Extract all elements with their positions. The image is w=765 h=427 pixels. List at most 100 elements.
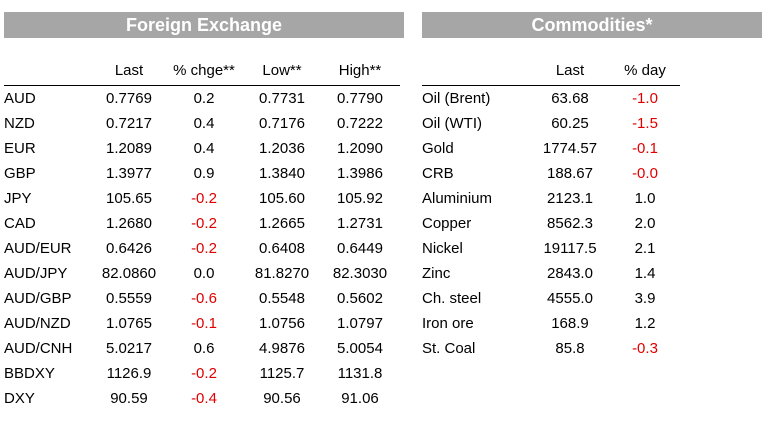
commodities-cell-name: St. Coal (422, 340, 476, 357)
table-row: NZD 0.7217 0.4 0.7176 0.7222 (4, 111, 400, 136)
fx-cell-name: AUD (4, 90, 36, 107)
commodities-cell-day: -0.3 (632, 340, 658, 357)
fx-cell-low: 0.7731 (259, 90, 305, 107)
fx-cell-high: 1.3986 (337, 165, 383, 182)
fx-cell-low: 4.9876 (259, 340, 305, 357)
fx-cell-high: 0.7790 (337, 90, 383, 107)
table-row: Oil (Brent) 63.68 -1.0 (422, 86, 680, 112)
fx-cell-low: 1.2036 (259, 140, 305, 157)
fx-cell-last: 0.7217 (106, 115, 152, 132)
commodities-panel: Commodities* Last % day Oil (Brent) 63.68… (422, 12, 762, 357)
fx-cell-last: 0.7769 (106, 90, 152, 107)
table-row: AUD 0.7769 0.2 0.7731 0.7790 (4, 86, 400, 112)
fx-cell-last: 90.59 (110, 390, 148, 407)
table-row: Nickel 19117.5 2.1 (422, 236, 680, 261)
commodities-cell-day: -1.5 (632, 115, 658, 132)
fx-cell-high: 105.92 (337, 190, 383, 207)
fx-cell-name: AUD/EUR (4, 240, 72, 257)
commodities-cell-day: 1.2 (634, 315, 656, 332)
fx-cell-low: 105.60 (259, 190, 305, 207)
fx-cell-low: 1.3840 (259, 165, 305, 182)
commodities-cell-last: 168.9 (551, 315, 589, 332)
fx-cell-chg: -0.2 (191, 365, 217, 382)
fx-cell-last: 82.0860 (101, 265, 157, 282)
commodities-cell-last: 85.8 (555, 340, 585, 357)
commodities-cell-last: 188.67 (547, 165, 593, 182)
commodities-cell-last: 2123.1 (547, 190, 593, 207)
fx-cell-last: 0.6426 (106, 240, 152, 257)
table-row: AUD/GBP 0.5559 -0.6 0.5548 0.5602 (4, 286, 400, 311)
table-row: CRB 188.67 -0.0 (422, 161, 680, 186)
fx-cell-high: 0.6449 (337, 240, 383, 257)
commodities-header-row: Last % day (422, 62, 680, 86)
fx-cell-name: GBP (4, 165, 36, 182)
fx-cell-chg: -0.6 (191, 290, 217, 307)
commodities-cell-name: Oil (WTI) (422, 115, 482, 132)
fx-cell-chg: -0.4 (191, 390, 217, 407)
commodities-cell-day: 2.1 (634, 240, 656, 257)
fx-cell-high: 1131.8 (337, 365, 383, 382)
fx-cell-low: 1125.7 (259, 365, 305, 382)
fx-cell-name: CAD (4, 215, 36, 232)
fx-cell-name: EUR (4, 140, 36, 157)
fx-cell-chg: 0.6 (193, 340, 215, 357)
table-row: DXY 90.59 -0.4 90.56 91.06 (4, 386, 400, 411)
table-row: Gold 1774.57 -0.1 (422, 136, 680, 161)
fx-cell-last: 1.2089 (106, 140, 152, 157)
fx-cell-last: 1126.9 (106, 365, 152, 382)
commodities-cell-last: 19117.5 (543, 240, 597, 257)
commodities-cell-day: 3.9 (634, 290, 656, 307)
fx-cell-last: 105.65 (106, 190, 152, 207)
commodities-header-day: % day (610, 62, 680, 86)
commodities-table: Last % day Oil (Brent) 63.68 -1.0 Oil (WTI)… (422, 62, 680, 361)
fx-header-low: Low** (244, 62, 320, 86)
fx-cell-low: 0.7176 (259, 115, 305, 132)
fx-cell-last: 5.0217 (106, 340, 152, 357)
table-row: BBDXY 1126.9 -0.2 1125.7 1131.8 (4, 361, 400, 386)
commodities-cell-day: 1.0 (634, 190, 656, 207)
fx-cell-chg: 0.2 (193, 90, 215, 107)
foreign-exchange-panel: Foreign Exchange Last % chge** Low** Hig… (4, 12, 404, 407)
fx-cell-low: 1.0756 (259, 315, 305, 332)
table-row: Oil (WTI) 60.25 -1.5 (422, 111, 680, 136)
commodities-cell-day: 2.0 (634, 215, 656, 232)
commodities-title: Commodities* (422, 12, 762, 38)
fx-cell-chg: -0.2 (191, 190, 217, 207)
fx-cell-chg: -0.2 (191, 240, 217, 257)
fx-header-high: High** (320, 62, 400, 86)
fx-header-row: Last % chge** Low** High** (4, 62, 400, 86)
fx-cell-chg: -0.1 (191, 315, 217, 332)
fx-cell-last: 0.5559 (106, 290, 152, 307)
table-row: Iron ore 168.9 1.2 (422, 311, 680, 336)
table-row: AUD/EUR 0.6426 -0.2 0.6408 0.6449 (4, 236, 400, 261)
fx-cell-low: 0.6408 (259, 240, 305, 257)
table-row: CAD 1.2680 -0.2 1.2665 1.2731 (4, 211, 400, 236)
table-row: AUD/JPY 82.0860 0.0 81.8270 82.3030 (4, 261, 400, 286)
fx-header-name (4, 62, 94, 86)
fx-cell-low: 81.8270 (254, 265, 310, 282)
fx-cell-name: NZD (4, 115, 35, 132)
commodities-cell-day: -1.0 (632, 90, 658, 107)
fx-cell-chg: 0.0 (193, 265, 215, 282)
commodities-cell-name: Aluminium (422, 190, 493, 207)
fx-table: Last % chge** Low** High** AUD 0.7769 0.2 0… (4, 62, 400, 411)
fx-cell-name: AUD/NZD (4, 315, 71, 332)
table-row: AUD/NZD 1.0765 -0.1 1.0756 1.0797 (4, 311, 400, 336)
table-row: AUD/CNH 5.0217 0.6 4.9876 5.0054 (4, 336, 400, 361)
commodities-cell-name: Iron ore (422, 315, 474, 332)
commodities-cell-name: CRB (422, 165, 454, 182)
fx-cell-chg: 0.4 (193, 140, 215, 157)
fx-cell-high: 91.06 (341, 390, 379, 407)
commodities-cell-day: 1.4 (634, 265, 656, 282)
fx-cell-low: 0.5548 (259, 290, 305, 307)
fx-cell-low: 90.56 (263, 390, 301, 407)
fx-cell-high: 1.2090 (337, 140, 383, 157)
fx-cell-name: JPY (4, 190, 32, 207)
commodities-cell-last: 63.68 (551, 90, 589, 107)
table-row: JPY 105.65 -0.2 105.60 105.92 (4, 186, 400, 211)
fx-cell-high: 0.7222 (337, 115, 383, 132)
commodities-cell-last: 1774.57 (542, 140, 598, 157)
fx-title: Foreign Exchange (4, 12, 404, 38)
fx-header-last: Last (94, 62, 164, 86)
commodities-cell-name: Ch. steel (422, 290, 482, 307)
